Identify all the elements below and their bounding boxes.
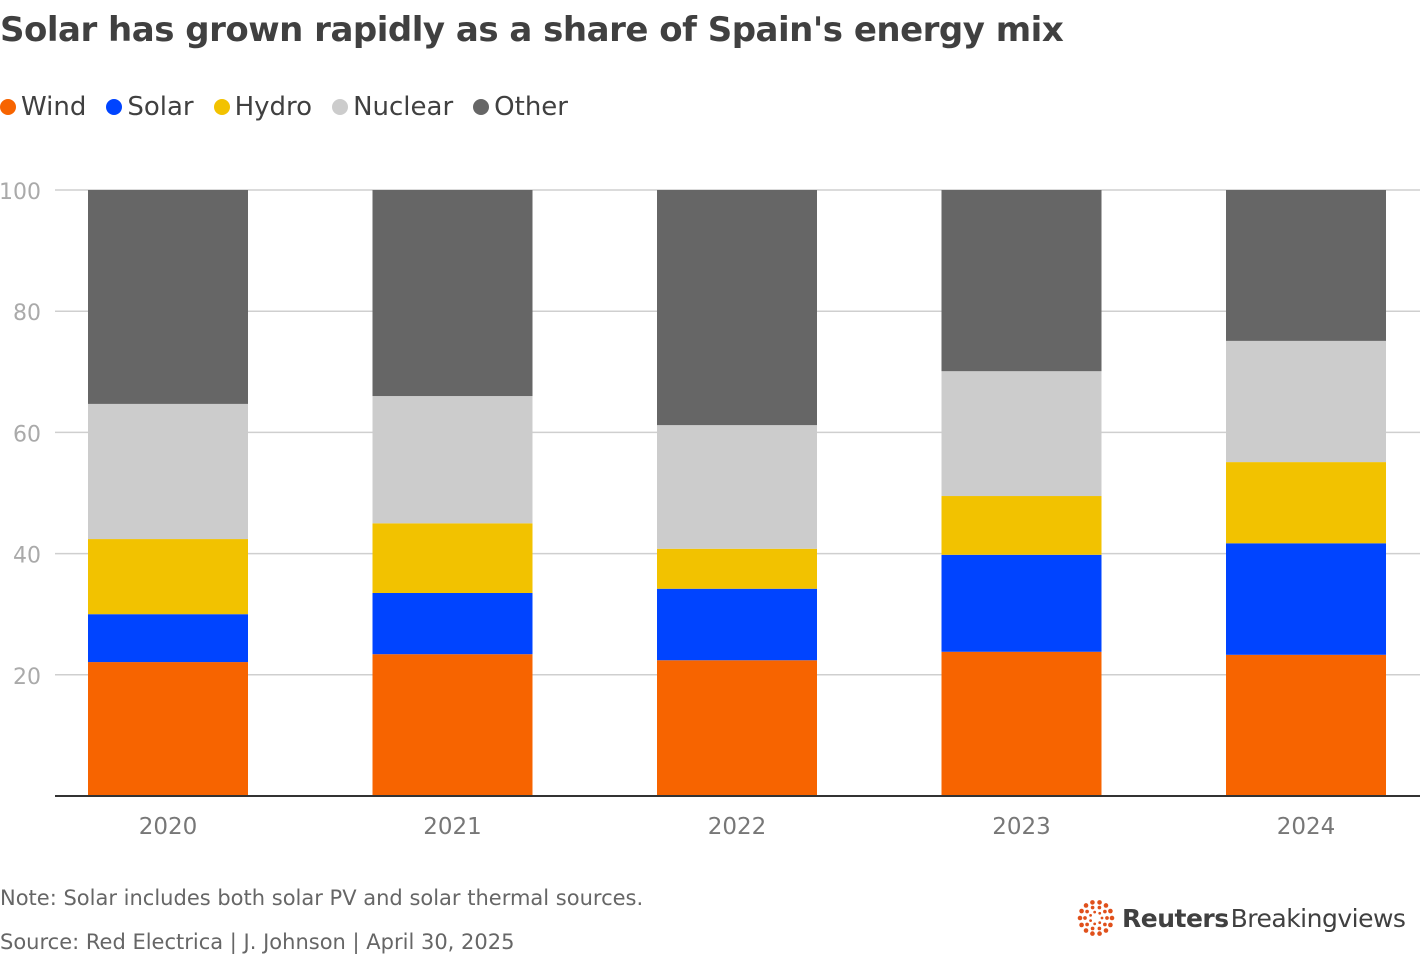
- bar-nuclear-2022: [657, 425, 817, 549]
- logo-dot: [1085, 909, 1089, 914]
- bar-wind-2024: [1226, 654, 1386, 796]
- y-tick-label: 100: [0, 180, 41, 205]
- logo-dot: [1083, 903, 1089, 908]
- logo-dot: [1097, 900, 1102, 905]
- bar-other-2020: [88, 190, 248, 404]
- bar-solar-2021: [372, 592, 533, 655]
- legend: Wind Solar Hydro Nuclear Other: [0, 92, 568, 122]
- bar-hydro-2023: [941, 496, 1102, 555]
- legend-label: Nuclear: [353, 92, 454, 122]
- logo-dot: [1093, 910, 1097, 914]
- logo-dot: [1090, 926, 1095, 931]
- bar-solar-2024: [1226, 543, 1386, 655]
- source: Source: Red Electrica | J. Johnson | Apr…: [0, 930, 515, 954]
- legend-swatch: [0, 99, 16, 115]
- logo-dot: [1103, 909, 1107, 914]
- logo-dot: [1098, 921, 1102, 925]
- legend-label: Solar: [127, 92, 194, 122]
- legend-item-hydro: Hydro: [213, 92, 313, 122]
- bar-other-2022: [657, 190, 817, 426]
- logo-dot: [1090, 900, 1095, 905]
- logo-dot: [1083, 916, 1087, 920]
- stacked-bar-chart: 20 40 60 80 100 2020 2021 2022 2023 2024: [0, 180, 1420, 840]
- logo-dot: [1089, 919, 1092, 922]
- bar-hydro-2024: [1226, 462, 1386, 544]
- y-tick-label: 60: [13, 422, 41, 447]
- legend-item-solar: Solar: [106, 92, 194, 122]
- bar-nuclear-2020: [88, 403, 248, 540]
- legend-item-wind: Wind: [0, 92, 86, 122]
- x-tick-label: 2021: [423, 814, 482, 840]
- legend-label: Wind: [21, 92, 87, 122]
- bar-wind-2020: [88, 662, 248, 796]
- chart-title: Solar has grown rapidly as a share of Sp…: [0, 10, 1064, 50]
- logo-dot: [1083, 928, 1089, 933]
- legend-item-nuclear: Nuclear: [332, 92, 453, 122]
- logo-dot: [1079, 908, 1084, 914]
- bar-nuclear-2024: [1226, 340, 1386, 463]
- legend-item-other: Other: [473, 92, 568, 122]
- logo-dot: [1105, 916, 1109, 920]
- legend-label: Other: [494, 92, 568, 122]
- logo-dot: [1090, 931, 1095, 936]
- bar-wind-2022: [657, 660, 817, 796]
- logo-dot: [1097, 905, 1102, 910]
- legend-swatch: [332, 99, 349, 115]
- bar-nuclear-2021: [372, 396, 533, 524]
- bar-hydro-2022: [657, 548, 817, 589]
- bar-solar-2022: [657, 588, 817, 661]
- logo-dot: [1097, 926, 1102, 931]
- logo-dot: [1089, 914, 1092, 917]
- bar-solar-2023: [941, 554, 1102, 652]
- x-tick-label: 2024: [1277, 814, 1336, 840]
- x-tick-label: 2023: [992, 814, 1051, 840]
- legend-swatch: [213, 99, 230, 115]
- y-tick-label: 80: [13, 301, 41, 326]
- logo-dot: [1079, 922, 1084, 928]
- reuters-logo-icon: [1077, 900, 1115, 936]
- logo-dot: [1108, 922, 1113, 928]
- bar-hydro-2021: [372, 523, 533, 593]
- legend-swatch: [473, 99, 490, 115]
- bar-wind-2023: [941, 651, 1102, 796]
- bar-solar-2020: [88, 614, 248, 663]
- logo-brand: Reuters: [1122, 903, 1229, 933]
- logo-product: Breakingviews: [1230, 903, 1406, 933]
- logo-dot: [1085, 922, 1089, 927]
- x-tick-label: 2020: [139, 814, 198, 840]
- logo-dot: [1103, 928, 1109, 933]
- logo-dot: [1090, 905, 1095, 910]
- logo-dot: [1103, 903, 1109, 908]
- logo-dot: [1093, 922, 1097, 926]
- bar-hydro-2020: [88, 539, 248, 615]
- legend-swatch: [106, 99, 123, 115]
- logo-dot: [1108, 908, 1113, 914]
- y-tick-label: 20: [13, 665, 41, 690]
- logo-dot: [1103, 922, 1107, 927]
- reuters-breakingviews-logo: Reuters Breakingviews: [1076, 898, 1406, 938]
- logo-dot: [1098, 911, 1102, 915]
- logo-dot: [1077, 915, 1083, 921]
- bar-wind-2021: [372, 654, 533, 796]
- x-tick-label: 2022: [708, 814, 767, 840]
- bar-other-2023: [941, 190, 1102, 372]
- bar-nuclear-2023: [941, 371, 1102, 497]
- legend-label: Hydro: [234, 92, 313, 122]
- y-tick-label: 40: [13, 544, 41, 569]
- logo-dot: [1100, 916, 1104, 920]
- logo-dot: [1109, 915, 1115, 921]
- logo-dot: [1097, 931, 1102, 936]
- bar-other-2021: [372, 190, 533, 397]
- note: Note: Solar includes both solar PV and s…: [0, 886, 644, 910]
- bar-other-2024: [1226, 190, 1386, 341]
